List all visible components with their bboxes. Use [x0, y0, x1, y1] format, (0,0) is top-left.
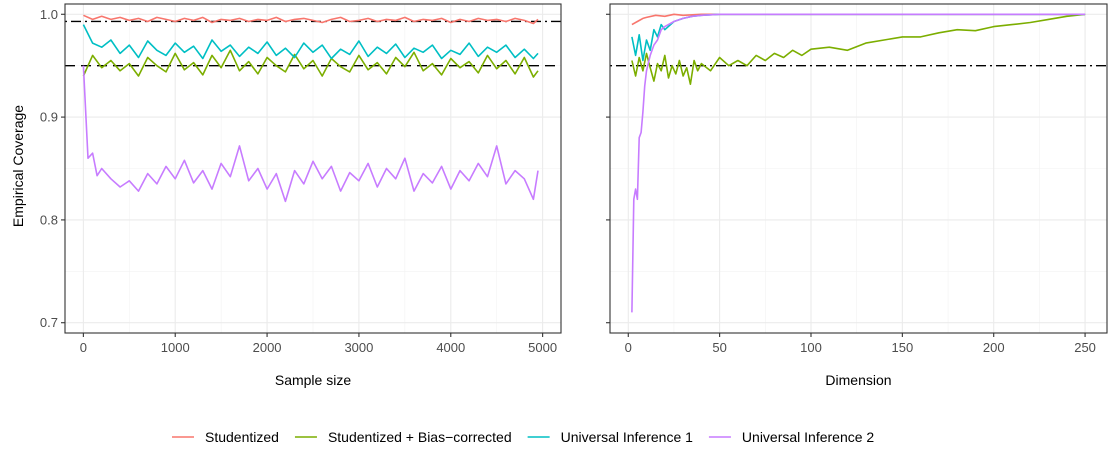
x-tick-label: 0 — [625, 340, 632, 355]
series-line-studentized-bias-corrected — [631, 13, 1086, 85]
x-axis-title: Dimension — [825, 372, 891, 388]
panel-border — [609, 3, 1108, 334]
x-axis-title: Sample size — [275, 372, 351, 388]
x-tick-label: 250 — [1074, 340, 1096, 355]
x-tick-label: 2000 — [253, 340, 282, 355]
x-tick-label: 50 — [712, 340, 726, 355]
panel-2: 0 50 100 150 200 250 Dimension — [606, 3, 1108, 388]
series-line-studentized — [83, 14, 539, 25]
legend-label: Studentized + Bias−corrected — [328, 429, 512, 445]
x-tick-label: 3000 — [344, 340, 373, 355]
x-tick-label: 150 — [892, 340, 914, 355]
y-tick-label: 0.7 — [40, 315, 58, 330]
panel-border — [64, 3, 562, 334]
grid — [65, 4, 561, 333]
x-tick-label: 5000 — [528, 340, 557, 355]
legend: Studentized Studentized + Bias−corrected U… — [172, 429, 874, 445]
legend-item-studentized-bias-corrected: Studentized + Bias−corrected — [294, 429, 512, 445]
series-line-universal-inference-2 — [82, 65, 539, 203]
x-tick-label: 1000 — [161, 340, 190, 355]
y-axis-title: Empirical Coverage — [10, 105, 26, 227]
y-tick-label: 0.9 — [40, 110, 58, 125]
x-tick-label: 4000 — [436, 340, 465, 355]
panel-1: 0 1000 2000 3000 4000 5000 0.7 0.8 0.9 1.0 Sample … — [40, 3, 562, 388]
x-tick-label: 200 — [983, 340, 1005, 355]
grid — [610, 4, 1107, 333]
y-tick-label: 1.0 — [40, 7, 58, 22]
legend-label: Universal Inference 2 — [742, 429, 875, 445]
series-line-universal-inference-1 — [631, 13, 1086, 62]
legend-item-universal-inference-1: Universal Inference 1 — [527, 429, 694, 445]
series-line-universal-inference-1 — [82, 24, 539, 60]
series-line-universal-inference-2 — [631, 13, 1086, 313]
series-line-studentized-bias-corrected — [82, 49, 539, 78]
y-tick-label: 0.8 — [40, 212, 58, 227]
legend-item-universal-inference-2: Universal Inference 2 — [708, 429, 875, 445]
x-tick-label: 0 — [80, 340, 87, 355]
legend-label: Studentized — [205, 429, 279, 445]
x-tick-label: 100 — [800, 340, 822, 355]
legend-label: Universal Inference 1 — [561, 429, 694, 445]
legend-item-studentized: Studentized — [172, 429, 279, 445]
